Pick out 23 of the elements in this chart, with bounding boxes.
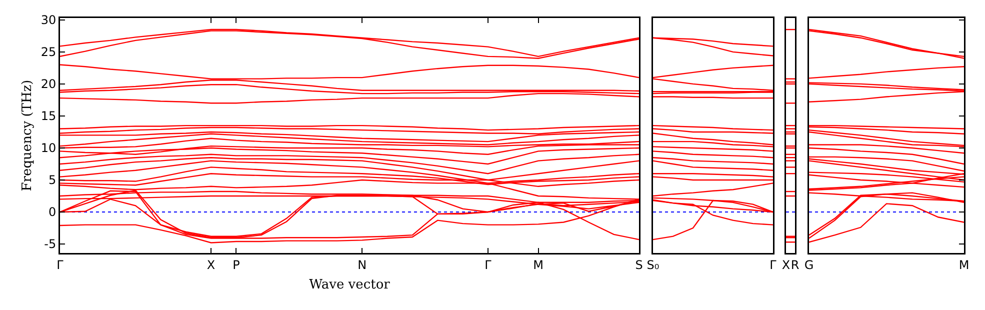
x-tick-label: M — [533, 258, 544, 272]
x-tick-label: Γ — [56, 258, 64, 272]
x-tick-label: G — [804, 258, 814, 272]
x-tick-label: P — [232, 258, 240, 272]
x-tick-label: Γ — [484, 258, 492, 272]
y-tick-label: -5 — [44, 237, 56, 252]
y-axis-title: Frequency (THz) — [20, 80, 36, 192]
x-tick-label: S₀ — [646, 258, 660, 272]
x-tick-label: N — [358, 258, 367, 272]
x-tick-label: S — [635, 258, 643, 272]
x-tick-label: M — [958, 258, 970, 272]
y-tick-label: 5 — [48, 173, 56, 188]
x-tick-label: X — [782, 258, 790, 272]
x-tick-label: X — [206, 258, 216, 272]
y-tick-label: 25 — [40, 45, 56, 60]
x-axis-title: Wave vector — [309, 277, 391, 292]
x-tick-label: R — [790, 258, 800, 272]
y-tick-label: 10 — [40, 141, 56, 156]
x-tick-label: Γ — [770, 258, 777, 272]
y-tick-label: 0 — [48, 205, 56, 220]
y-tick-label: 15 — [40, 109, 56, 124]
y-tick-label: 20 — [40, 77, 56, 92]
y-tick-label: 30 — [40, 13, 56, 28]
